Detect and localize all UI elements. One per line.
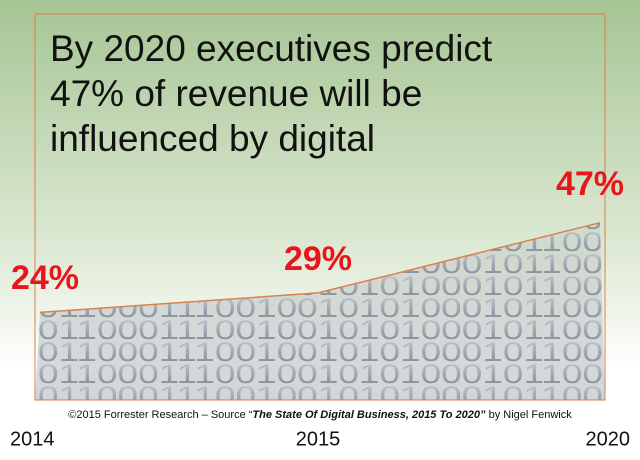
background-digits: 0110001110010010101000101100 [38, 381, 603, 411]
background-digits: 0110001110010010101000101100 [38, 359, 603, 389]
value-label: 29% [284, 240, 352, 278]
line [39, 221, 601, 314]
source-prefix: ©2015 Forrester Research – Source “ [68, 409, 253, 421]
x-tick-label: 2014 [10, 428, 55, 450]
title: By 2020 executives predict 47% of revenu… [50, 28, 493, 159]
background-digits: 0110001110010010101000101100 [38, 337, 603, 367]
value-label: 24% [11, 259, 79, 297]
source-work: The State Of Digital Business, 2015 To 2… [252, 409, 486, 421]
x-tick-label: 2020 [586, 428, 631, 450]
background-digits: 0110001110010010101000101100 [38, 315, 603, 345]
value-label: 47% [556, 165, 624, 203]
source-suffix: by Nigel Fenwick [485, 409, 572, 421]
source: ©2015 Forrester Research – Source “The S… [0, 409, 640, 421]
x-tick-label: 2015 [296, 428, 341, 450]
